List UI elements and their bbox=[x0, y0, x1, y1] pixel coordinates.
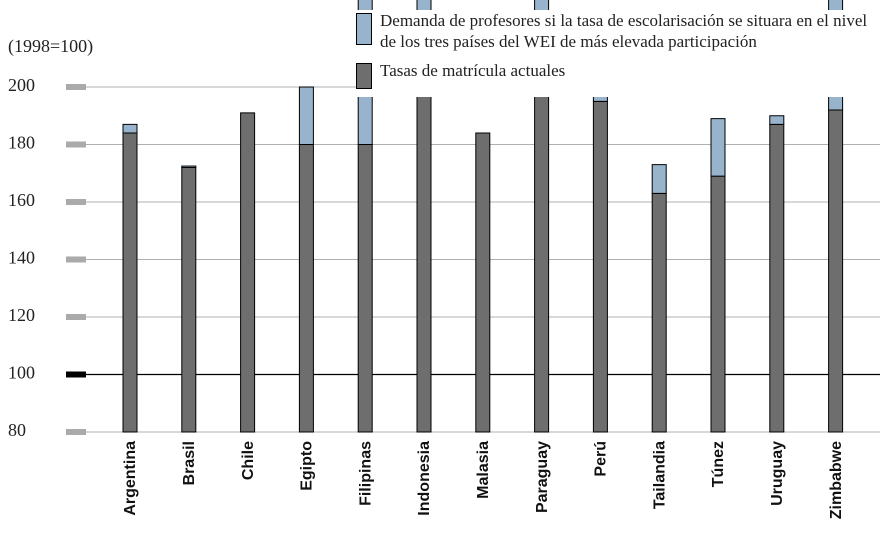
legend-item: Tasas de matrícula actuales bbox=[356, 60, 886, 89]
y-tick-label: 100 bbox=[8, 363, 35, 383]
bar-segment bbox=[828, 109, 844, 433]
bar-segment bbox=[475, 132, 491, 433]
legend-swatch bbox=[356, 13, 372, 45]
y-tick-label: 200 bbox=[8, 75, 35, 95]
bar-segment bbox=[181, 165, 197, 168]
bar-segment bbox=[416, 77, 432, 433]
bar-segment bbox=[298, 144, 314, 433]
bar-segment bbox=[298, 86, 314, 145]
x-tick-label: Argentina bbox=[122, 441, 139, 516]
legend-item: Demanda de profesores si la tasa de esco… bbox=[356, 10, 886, 52]
x-tick-label: Brasil bbox=[181, 441, 198, 485]
x-tick-label: Egipto bbox=[299, 441, 316, 491]
bar-segment bbox=[651, 164, 667, 194]
x-tick-label: Chile bbox=[240, 441, 257, 480]
x-tick-label: Perú bbox=[593, 441, 610, 477]
legend-swatch bbox=[356, 63, 372, 89]
x-tick-label: Malasia bbox=[475, 441, 492, 499]
y-tick-label: 160 bbox=[8, 190, 35, 210]
y-tick-label: 180 bbox=[8, 133, 35, 153]
bar-segment bbox=[357, 144, 373, 433]
legend-label: Tasas de matrícula actuales bbox=[380, 61, 566, 80]
legend-label: Demanda de profesores si la tasa de esco… bbox=[380, 11, 868, 51]
x-tick-label: Túnez bbox=[710, 441, 727, 487]
bar-segment bbox=[240, 112, 256, 433]
y-unit-label: (1998=100) bbox=[8, 36, 93, 57]
x-tick-label: Zimbabwe bbox=[828, 441, 845, 519]
bar-segment bbox=[122, 132, 138, 433]
bar-segment bbox=[122, 123, 138, 134]
y-tick-label: 80 bbox=[8, 420, 26, 440]
legend: Demanda de profesores si la tasa de esco… bbox=[356, 10, 886, 97]
bar-segment bbox=[769, 115, 785, 125]
x-tick-label: Uruguay bbox=[769, 441, 786, 506]
x-tick-label: Indonesia bbox=[416, 441, 433, 516]
bar-segment bbox=[710, 175, 726, 433]
bar-segment bbox=[710, 118, 726, 177]
x-tick-label: Paraguay bbox=[534, 441, 551, 513]
bar-segment bbox=[592, 100, 608, 433]
bar-segment bbox=[534, 75, 550, 433]
bar-segment bbox=[181, 167, 197, 433]
y-tick-label: 120 bbox=[8, 305, 35, 325]
x-tick-label: Tailandia bbox=[651, 441, 668, 509]
bar-segment bbox=[769, 123, 785, 433]
y-tick-label: 140 bbox=[8, 248, 35, 268]
bar-segment bbox=[651, 192, 667, 433]
x-tick-label: Filipinas bbox=[357, 441, 374, 506]
